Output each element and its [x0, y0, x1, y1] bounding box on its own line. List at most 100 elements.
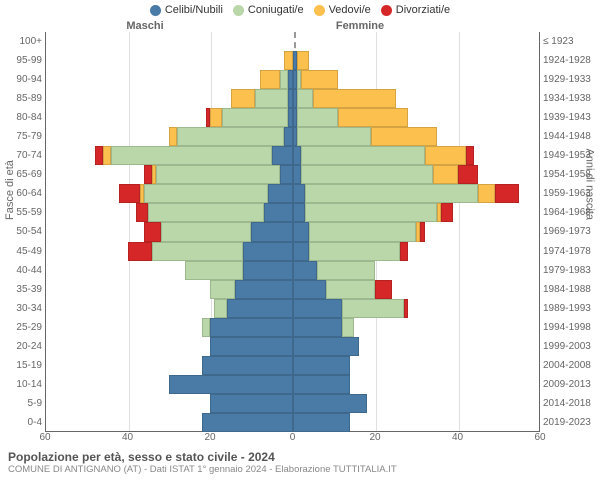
- birth-year-label: 2019-2023: [539, 413, 591, 432]
- age-label: 80-84: [16, 108, 46, 127]
- legend-item: Divorziati/e: [381, 4, 450, 16]
- birth-year-label: 1924-1928: [539, 51, 591, 70]
- bar-segment: [458, 165, 479, 184]
- chart-subtitle: COMUNE DI ANTIGNANO (AT) - Dati ISTAT 1°…: [8, 464, 592, 475]
- plot-area: 100+≤ 192395-991924-192890-941929-193385…: [45, 32, 540, 432]
- bar-male: [210, 394, 293, 413]
- bar-segment: [326, 280, 376, 299]
- age-label: 75-79: [16, 127, 46, 146]
- bar-segment: [425, 146, 466, 165]
- bar-segment: [202, 413, 293, 432]
- birth-year-label: 2009-2013: [539, 375, 591, 394]
- bar-segment: [293, 261, 318, 280]
- age-row: 20-241999-2003: [46, 337, 539, 356]
- x-tick-label: 20: [204, 432, 215, 443]
- bar-segment: [293, 222, 310, 241]
- legend-swatch: [233, 5, 244, 16]
- age-row: 85-891934-1938: [46, 89, 539, 108]
- bar-segment: [293, 165, 301, 184]
- bar-segment: [309, 242, 400, 261]
- bar-segment: [235, 280, 293, 299]
- age-label: 0-4: [28, 413, 46, 432]
- age-row: 95-991924-1928: [46, 51, 539, 70]
- age-label: 90-94: [16, 70, 46, 89]
- bar-male: [169, 375, 293, 394]
- bar-segment: [297, 108, 338, 127]
- x-tick-label: 60: [534, 432, 545, 443]
- bar-female: [293, 356, 351, 375]
- age-label: 70-74: [16, 146, 46, 165]
- age-label: 15-19: [16, 356, 46, 375]
- age-row: 30-341989-1993: [46, 299, 539, 318]
- bar-segment: [255, 89, 288, 108]
- bar-segment: [210, 394, 293, 413]
- bar-male: [210, 280, 293, 299]
- bar-female: [293, 413, 351, 432]
- bar-female: [293, 70, 338, 89]
- age-label: 5-9: [28, 394, 46, 413]
- bar-female: [293, 394, 367, 413]
- bar-segment: [128, 242, 153, 261]
- bar-segment: [371, 127, 437, 146]
- bar-segment: [284, 127, 292, 146]
- bar-female: [293, 222, 425, 241]
- age-row: 65-691954-1958: [46, 165, 539, 184]
- bar-segment: [136, 203, 148, 222]
- bar-male: [95, 146, 293, 165]
- chart-title: Popolazione per età, sesso e stato civil…: [8, 450, 592, 464]
- bar-segment: [268, 184, 293, 203]
- bar-segment: [309, 222, 416, 241]
- bar-segment: [280, 70, 288, 89]
- birth-year-label: 1934-1938: [539, 89, 591, 108]
- bar-male: [144, 222, 293, 241]
- age-label: 65-69: [16, 165, 46, 184]
- male-label: Maschi: [0, 20, 230, 32]
- x-axis: 6040200204060: [45, 432, 540, 448]
- bar-segment: [293, 356, 351, 375]
- age-row: 80-841939-1943: [46, 108, 539, 127]
- bar-segment: [161, 222, 252, 241]
- bar-segment: [144, 222, 161, 241]
- bar-male: [128, 242, 293, 261]
- age-label: 40-44: [16, 261, 46, 280]
- bar-male: [202, 413, 293, 432]
- bar-segment: [214, 299, 226, 318]
- bar-segment: [317, 261, 375, 280]
- bar-male: [206, 108, 293, 127]
- bar-segment: [284, 51, 292, 70]
- bar-segment: [301, 165, 433, 184]
- bar-segment: [342, 299, 404, 318]
- x-tick-label: 60: [39, 432, 50, 443]
- bar-segment: [202, 318, 210, 337]
- age-row: 45-491974-1978: [46, 242, 539, 261]
- birth-year-label: 2004-2008: [539, 356, 591, 375]
- age-row: 40-441979-1983: [46, 261, 539, 280]
- x-tick-label: 20: [369, 432, 380, 443]
- bar-segment: [293, 318, 343, 337]
- age-row: 90-941929-1933: [46, 70, 539, 89]
- bar-female: [293, 165, 479, 184]
- age-label: 30-34: [16, 299, 46, 318]
- bar-segment: [305, 184, 478, 203]
- bar-segment: [144, 165, 152, 184]
- bar-male: [119, 184, 292, 203]
- legend-item: Coniugati/e: [233, 4, 304, 16]
- y-axis-left-title: Fasce di età: [4, 160, 16, 220]
- age-label: 10-14: [16, 375, 46, 394]
- bar-male: [260, 70, 293, 89]
- gender-labels: Maschi Femmine: [0, 16, 600, 32]
- bar-segment: [156, 165, 280, 184]
- bar-segment: [293, 394, 367, 413]
- bar-segment: [144, 184, 268, 203]
- x-tick-label: 40: [122, 432, 133, 443]
- legend-label: Vedovi/e: [329, 4, 371, 16]
- bar-segment: [297, 89, 314, 108]
- bar-segment: [433, 165, 458, 184]
- legend: Celibi/NubiliConiugati/eVedovi/eDivorzia…: [0, 0, 600, 16]
- population-pyramid-chart: Celibi/NubiliConiugati/eVedovi/eDivorzia…: [0, 0, 600, 500]
- age-row: 75-791944-1948: [46, 127, 539, 146]
- age-row: 0-42019-2023: [46, 413, 539, 432]
- bar-female: [293, 51, 310, 70]
- bar-segment: [404, 299, 408, 318]
- bar-female: [293, 261, 376, 280]
